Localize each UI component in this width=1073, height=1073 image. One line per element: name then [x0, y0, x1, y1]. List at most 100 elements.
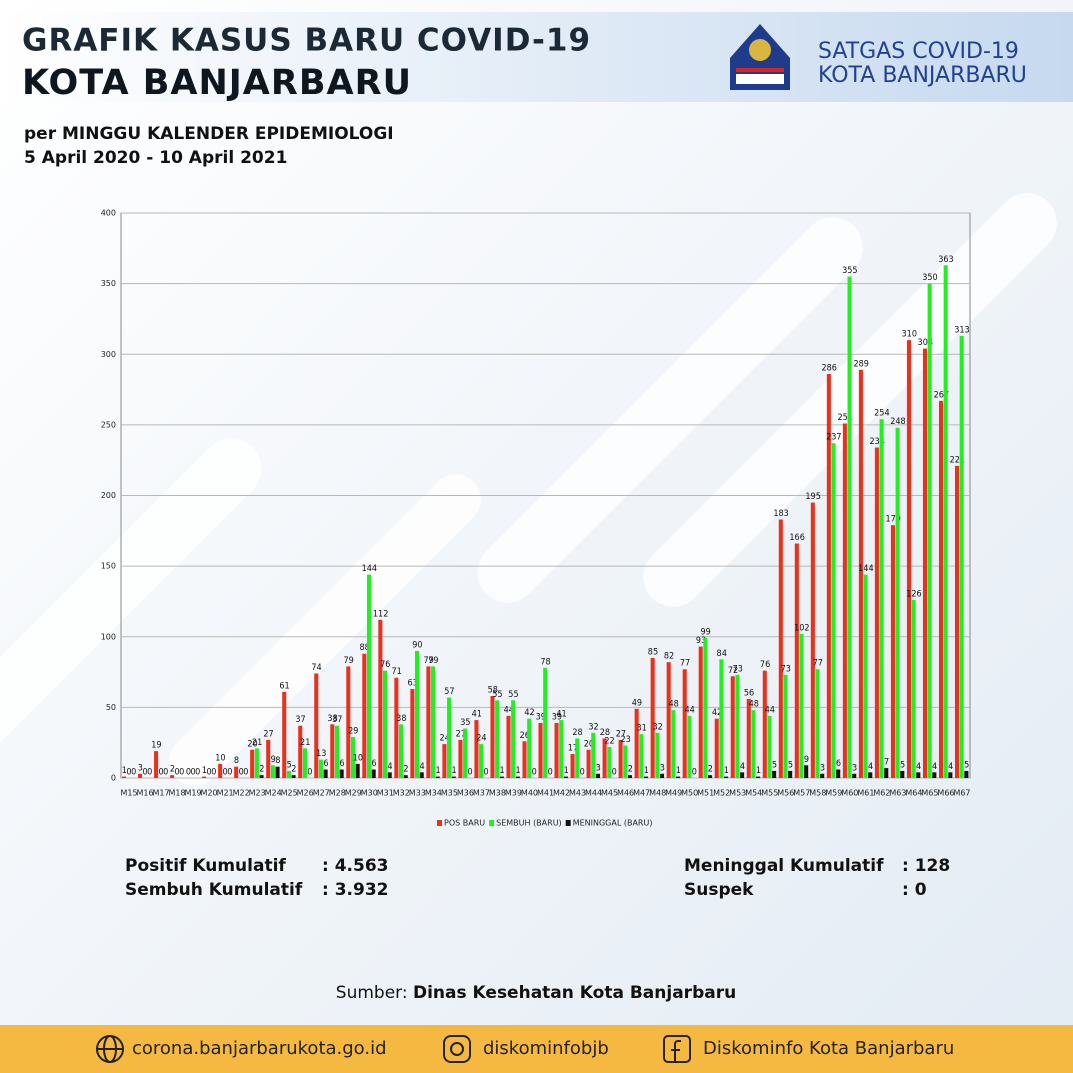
- data-label: 1: [756, 766, 761, 776]
- x-tick-label: M56: [777, 789, 794, 798]
- bar: [426, 666, 431, 778]
- data-label: 71: [392, 667, 402, 677]
- data-label: 79: [343, 656, 353, 666]
- data-label: 310: [902, 330, 917, 340]
- bar: [499, 776, 504, 778]
- bar: [282, 691, 287, 778]
- bar: [810, 502, 815, 778]
- data-label: 42: [524, 708, 534, 718]
- bar: [350, 737, 356, 778]
- bar: [911, 600, 916, 778]
- data-label: 24: [476, 734, 486, 744]
- data-label: 32: [588, 722, 598, 732]
- data-label: 79: [428, 656, 438, 666]
- bar: [826, 374, 831, 778]
- data-label: 3: [820, 763, 825, 773]
- bar: [868, 772, 873, 778]
- bar: [890, 525, 895, 778]
- bar: [250, 749, 255, 778]
- bar: [836, 769, 841, 778]
- data-label: 31: [636, 724, 646, 734]
- x-tick-label: M67: [953, 789, 970, 798]
- data-label: 0: [131, 768, 136, 778]
- x-tick-label: M20: [201, 789, 218, 798]
- data-label: 1: [724, 766, 729, 776]
- bar: [751, 710, 756, 778]
- bar: [410, 689, 415, 778]
- x-tick-label: M53: [729, 789, 746, 798]
- x-tick-label: M49: [665, 789, 682, 798]
- bar: [366, 574, 372, 778]
- data-label: 0: [239, 768, 244, 778]
- data-label: 24: [440, 734, 450, 744]
- data-label: 267: [934, 390, 949, 400]
- data-label: 56: [744, 688, 754, 698]
- bar: [122, 776, 127, 778]
- x-tick-label: M39: [505, 789, 522, 798]
- data-label: 3: [852, 763, 857, 773]
- x-tick-label: M47: [633, 789, 650, 798]
- bar: [863, 574, 868, 778]
- footer-icons: [96, 1035, 691, 1063]
- bar: [382, 670, 388, 778]
- bar: [586, 749, 591, 778]
- data-label: 39: [552, 712, 562, 722]
- x-tick-label: M29: [345, 789, 362, 798]
- bar: [767, 715, 772, 778]
- data-label: 20: [584, 739, 594, 749]
- y-tick-label: 200: [101, 491, 116, 500]
- stat-label: Positif Kumulatif: [125, 856, 286, 876]
- x-tick-label: M33: [409, 789, 426, 798]
- data-label: 76: [760, 660, 770, 670]
- bar: [259, 775, 264, 778]
- bar: [595, 773, 600, 778]
- data-label: 76: [380, 660, 390, 670]
- bar: [959, 335, 964, 778]
- data-label: 10: [353, 753, 363, 763]
- data-label: 39: [536, 712, 546, 722]
- source: Sumber: Dinas Kesehatan Kota Banjarbaru: [336, 983, 736, 1003]
- bar: [820, 773, 825, 778]
- data-label: 1: [644, 766, 649, 776]
- data-label: 6: [371, 759, 376, 769]
- bar: [719, 659, 724, 778]
- data-label: 4: [419, 762, 424, 772]
- stat-label: Sembuh Kumulatif: [125, 880, 303, 900]
- data-label: 44: [765, 705, 775, 715]
- bar: [218, 763, 223, 778]
- legend-swatch: [489, 820, 495, 826]
- data-label: 49: [632, 698, 642, 708]
- bar: [511, 700, 516, 778]
- bar: [575, 738, 580, 778]
- data-label: 4: [932, 762, 937, 772]
- data-label: 0: [532, 768, 537, 778]
- data-label: 85: [648, 647, 658, 657]
- data-label: 38: [327, 714, 337, 724]
- bar: [559, 720, 564, 778]
- data-label: 28: [600, 728, 610, 738]
- x-tick-label: M51: [697, 789, 714, 798]
- bar: [291, 775, 296, 778]
- data-label: 0: [163, 768, 168, 778]
- bar: [675, 776, 681, 778]
- data-label: 48: [668, 700, 678, 710]
- data-label: 8: [234, 756, 239, 766]
- data-label: 0: [158, 768, 163, 778]
- data-label: 27: [263, 729, 273, 739]
- data-label: 5: [772, 760, 777, 770]
- x-tick-label: M50: [681, 789, 698, 798]
- data-label: 72: [728, 666, 738, 676]
- bar: [671, 710, 676, 778]
- bar: [318, 759, 323, 778]
- data-label: 237: [826, 433, 841, 443]
- x-tick-label: M45: [601, 789, 618, 798]
- bar: [884, 768, 889, 778]
- data-label: 0: [179, 768, 184, 778]
- data-label: 88: [359, 643, 369, 653]
- x-tick-label: M38: [489, 789, 506, 798]
- x-tick-label: M46: [617, 789, 634, 798]
- bar: [323, 769, 328, 778]
- x-tick-label: M57: [793, 789, 810, 798]
- bar: [522, 741, 527, 778]
- bar: [346, 666, 351, 778]
